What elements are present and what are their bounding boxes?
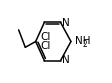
Text: Cl: Cl (40, 41, 50, 51)
Text: 2: 2 (82, 40, 87, 49)
Text: N: N (62, 55, 70, 65)
Text: N: N (62, 18, 70, 28)
Text: Cl: Cl (40, 32, 50, 42)
Text: NH: NH (75, 36, 90, 46)
